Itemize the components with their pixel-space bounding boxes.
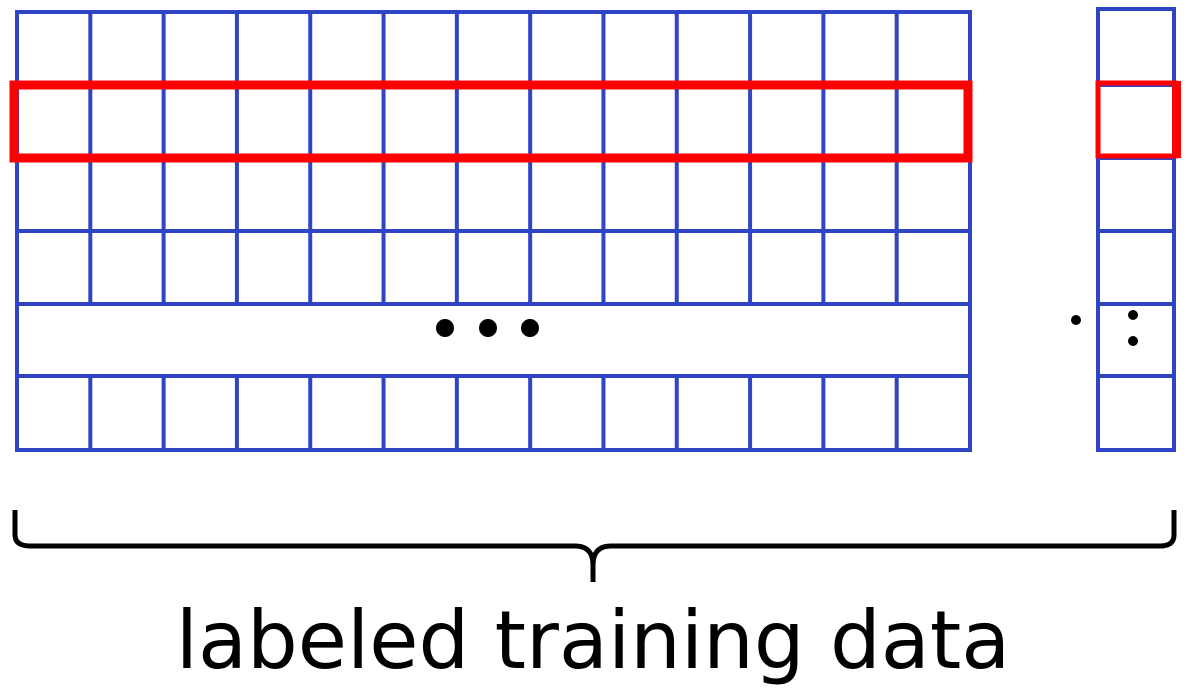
dot [479,319,497,337]
dot [1128,336,1138,346]
highlighted-row [9,80,973,163]
dot [521,319,539,337]
data-matrix [15,10,972,452]
caption: labeled training data [176,594,1010,687]
dot [1071,315,1081,325]
highlighted-label [1095,80,1178,159]
dot [1128,310,1138,320]
label-column [1096,7,1176,452]
ellipsis [436,310,1138,346]
dot [436,319,454,337]
highlighted-label-edge [1172,81,1181,158]
brace [12,510,1177,582]
